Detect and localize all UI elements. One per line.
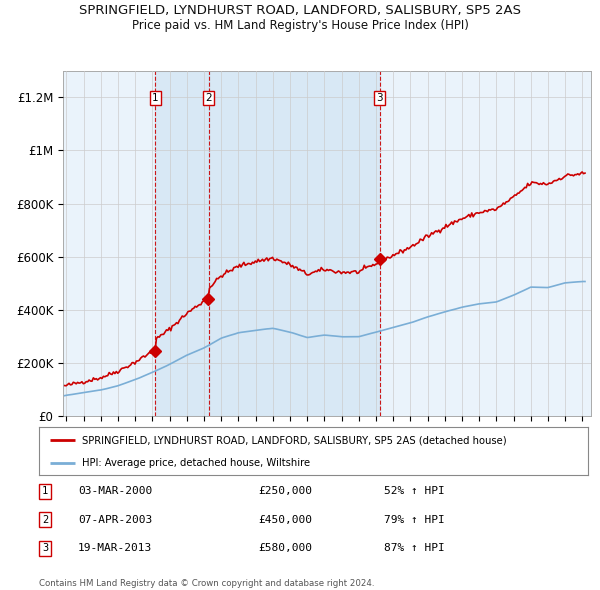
Text: 79% ↑ HPI: 79% ↑ HPI <box>384 515 445 525</box>
Text: Price paid vs. HM Land Registry's House Price Index (HPI): Price paid vs. HM Land Registry's House … <box>131 19 469 32</box>
Text: 2: 2 <box>205 93 212 103</box>
Text: £250,000: £250,000 <box>258 487 312 496</box>
Text: 52% ↑ HPI: 52% ↑ HPI <box>384 487 445 496</box>
Text: 03-MAR-2000: 03-MAR-2000 <box>78 487 152 496</box>
Text: 07-APR-2003: 07-APR-2003 <box>78 515 152 525</box>
Text: 3: 3 <box>376 93 383 103</box>
Text: 2: 2 <box>42 515 48 525</box>
Bar <box>209 71 380 416</box>
Text: 87% ↑ HPI: 87% ↑ HPI <box>384 543 445 553</box>
Bar <box>155 71 209 416</box>
Text: £580,000: £580,000 <box>258 543 312 553</box>
Text: 1: 1 <box>42 487 48 496</box>
Text: 3: 3 <box>42 543 48 553</box>
Text: SPRINGFIELD, LYNDHURST ROAD, LANDFORD, SALISBURY, SP5 2AS: SPRINGFIELD, LYNDHURST ROAD, LANDFORD, S… <box>79 4 521 17</box>
Text: 19-MAR-2013: 19-MAR-2013 <box>78 543 152 553</box>
Text: £450,000: £450,000 <box>258 515 312 525</box>
Text: SPRINGFIELD, LYNDHURST ROAD, LANDFORD, SALISBURY, SP5 2AS (detached house): SPRINGFIELD, LYNDHURST ROAD, LANDFORD, S… <box>82 435 506 445</box>
Text: HPI: Average price, detached house, Wiltshire: HPI: Average price, detached house, Wilt… <box>82 458 310 468</box>
Text: 1: 1 <box>152 93 158 103</box>
Text: Contains HM Land Registry data © Crown copyright and database right 2024.
This d: Contains HM Land Registry data © Crown c… <box>39 579 374 590</box>
